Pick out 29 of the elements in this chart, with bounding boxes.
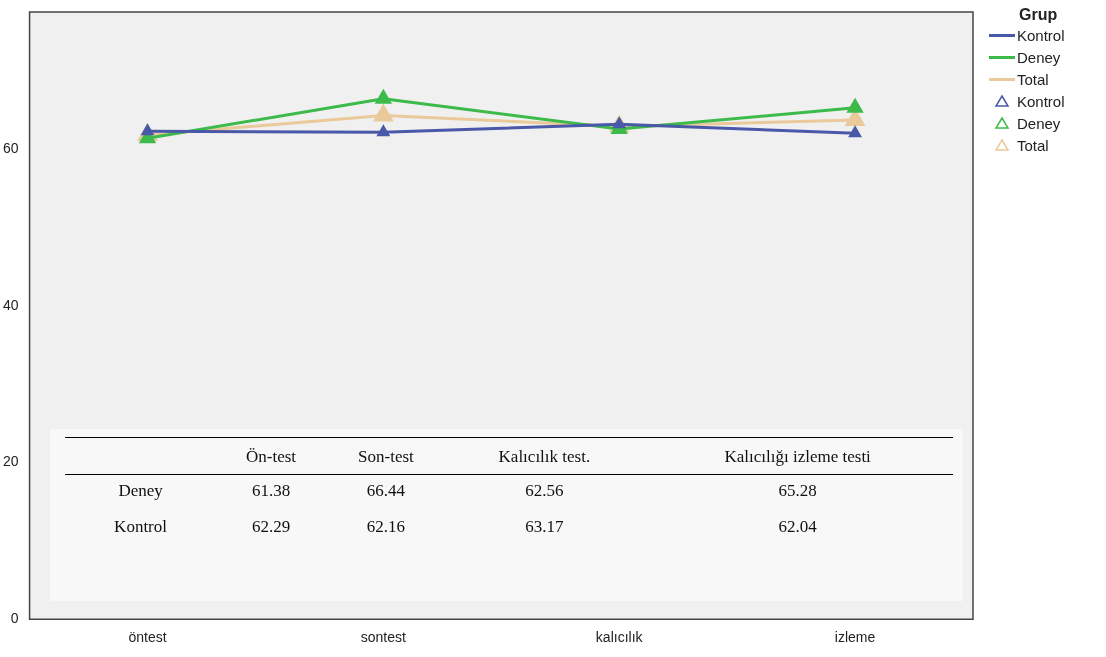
category-label: Kalıcılığı izleme testi: [723, 446, 872, 469]
category-label: Son-test: [357, 446, 415, 469]
text: Kontrol: [113, 516, 168, 539]
data-label: 62.16: [365, 516, 407, 539]
legend-label: Deney: [1016, 113, 1062, 134]
data-label: 62.56: [524, 480, 565, 503]
x-tick-label: kalıcılık: [595, 629, 644, 646]
data-label: 65.28: [777, 480, 818, 503]
category-label: Kalıcılık test.: [497, 446, 592, 469]
data-label: 63.17: [524, 516, 565, 539]
text: Total: [1017, 70, 1049, 88]
data-label: 62.04: [777, 516, 818, 539]
x-tick-label: sontest: [360, 629, 407, 646]
legend-label: Kontrol: [1016, 91, 1065, 112]
data-label: 62.29: [250, 516, 292, 539]
y-tick-label: 60: [2, 139, 19, 156]
y-tick-label: 0: [10, 610, 19, 627]
x-tick-label: izleme: [834, 629, 876, 646]
text: Deney: [1017, 48, 1061, 66]
y-tick-label: 40: [2, 296, 19, 313]
text: Kontrol: [1017, 26, 1065, 44]
legend-title: Grup: [1019, 6, 1059, 24]
category-label: Ön-test: [245, 446, 298, 469]
data-label: 61.38: [250, 480, 292, 503]
legend-label: Total: [1016, 135, 1050, 156]
y-tick-label: 20: [2, 453, 19, 470]
data-label: 66.44: [365, 480, 407, 503]
x-tick-label: öntest: [128, 629, 167, 646]
series-label: Deney: [117, 480, 164, 503]
